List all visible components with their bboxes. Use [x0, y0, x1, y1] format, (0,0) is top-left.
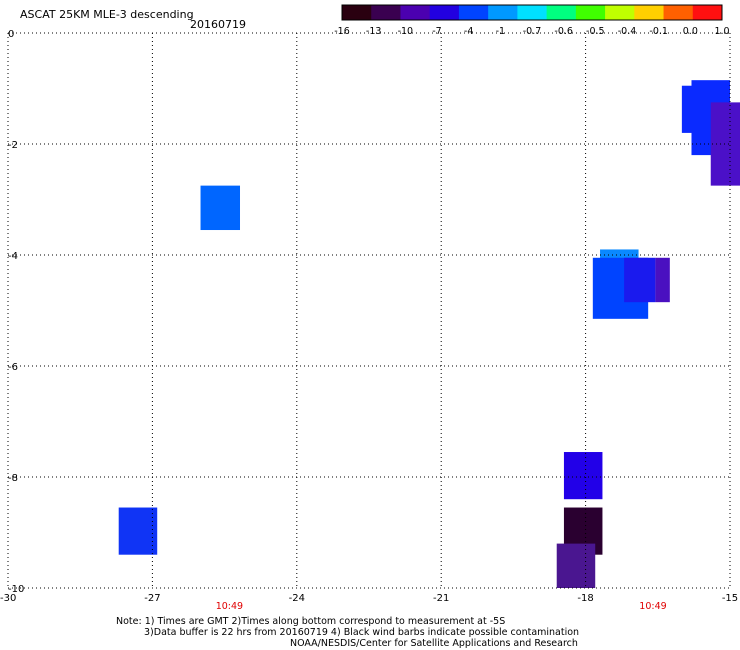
colorbar-label: -16 [334, 26, 350, 37]
note-line-2: 3)Data buffer is 22 hrs from 20160719 4)… [144, 627, 580, 638]
colorbar-segment [634, 5, 665, 20]
chart-date: 20160719 [190, 18, 246, 31]
colorbar-label: -0.5 [586, 26, 605, 37]
y-tick-label: -2 [8, 140, 18, 151]
y-tick-label: -10 [8, 584, 24, 595]
colorbar-label: 0.0 [683, 26, 698, 37]
colorbar-label: -7 [432, 26, 441, 37]
data-cell [624, 257, 656, 303]
y-tick-label: -6 [8, 362, 18, 373]
time-label: 10:49 [216, 601, 243, 612]
colorbar-segment [575, 5, 606, 20]
colorbar-segment [342, 5, 372, 20]
data-cell [655, 257, 670, 303]
y-tick-label: -8 [8, 473, 18, 484]
data-cell [118, 507, 158, 555]
colorbar-frame [341, 4, 723, 21]
data-cell [200, 185, 241, 231]
colorbar-label: -1 [496, 26, 505, 37]
x-tick-label: -27 [144, 593, 160, 604]
colorbar-label: -4 [464, 26, 473, 37]
colorbar-label: 1.0 [714, 26, 729, 37]
data-cell [710, 102, 740, 186]
colorbar-label: -10 [398, 26, 414, 37]
colorbar-label: -13 [366, 26, 382, 37]
y-tick-label: 0 [8, 29, 14, 40]
colorbar-segment [458, 5, 489, 20]
colorbar-segment [429, 5, 460, 20]
colorbar-segment [371, 5, 401, 20]
colorbar-label: -0.4 [618, 26, 637, 37]
colorbar-segment [605, 5, 635, 20]
colorbar-segment [400, 5, 431, 20]
colorbar-segment [546, 5, 577, 20]
note-line-3: NOAA/NESDIS/Center for Satellite Applica… [290, 638, 578, 649]
note-line-1: Note: 1) Times are GMT 2)Times along bot… [116, 616, 506, 627]
colorbar-label: -0.6 [554, 26, 573, 37]
colorbar-segment [517, 5, 548, 20]
colorbar-segment [488, 5, 518, 20]
x-tick-label: -15 [722, 593, 738, 604]
time-label: 10:49 [639, 601, 666, 612]
data-cell [563, 452, 603, 500]
colorbar-segment [692, 5, 723, 20]
x-tick-label: -21 [433, 593, 449, 604]
x-tick-label: -30 [0, 593, 16, 604]
x-tick-label: -24 [289, 593, 305, 604]
colorbar-segment [663, 5, 694, 20]
colorbar-label: -0.7 [523, 26, 542, 37]
colorbar-label: -0.1 [649, 26, 668, 37]
y-tick-label: -4 [8, 251, 18, 262]
chart-title: ASCAT 25KM MLE-3 descending [20, 8, 194, 21]
x-tick-label: -18 [577, 593, 593, 604]
data-cell [556, 543, 596, 588]
